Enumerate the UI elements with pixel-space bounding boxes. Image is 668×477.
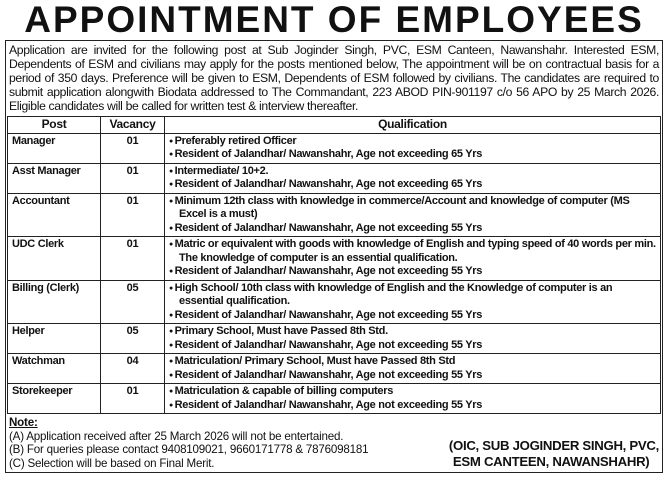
post-cell: Storekeeper [7,383,101,414]
qualification-item: Matriculation & capable of billing compu… [169,385,656,399]
header-vacancy: Vacancy [100,116,165,134]
qualification-cell: Preferably retired OfficerResident of Ja… [164,132,661,164]
qualification-item: Intermediate/ 10+2. [169,165,656,179]
qualification-item: Minimum 12th class with knowledge in com… [169,195,656,222]
qualification-item: Resident of Jalandhar/ Nawanshahr, Age n… [169,369,656,383]
note-item: (A) Application received after 25 March … [9,429,344,443]
post-cell: UDC Clerk [7,236,101,281]
post-cell: Asst Manager [7,162,101,194]
qualification-item: Preferably retired Officer [169,135,656,149]
vacancy-cell: 05 [100,279,165,324]
qualification-cell: Matriculation & capable of billing compu… [164,383,661,414]
post-cell: Watchman [7,353,101,384]
qualification-item: High School/ 10th class with knowledge o… [169,282,656,309]
qualification-item: Matric or equivalent with goods with kno… [169,238,657,265]
signature-line: ESM CANTEEN, NAWANSHAHR) [452,454,650,469]
signature-line: (OIC, SUB JOGINDER SINGH, PVC, [448,438,659,453]
vacancy-cell: 01 [100,162,165,194]
qualification-item: Resident of Jalandhar/ Nawanshahr, Age n… [169,309,656,323]
note-item: (B) For queries please contact 940810902… [9,443,369,456]
qualification-cell: Minimum 12th class with knowledge in com… [164,192,661,237]
qualification-item: Matriculation/ Primary School, Must have… [169,355,656,369]
qualification-item: Resident of Jalandhar/ Nawanshahr, Age n… [169,148,656,162]
qualification-cell: High School/ 10th class with knowledge o… [164,279,661,324]
qualification-cell: Matric or equivalent with goods with kno… [164,236,661,281]
qualification-item: Resident of Jalandhar/ Nawanshahr, Age n… [169,265,656,279]
table-row: Accountant01Minimum 12th class with know… [7,192,661,237]
vacancy-cell: 01 [100,383,165,414]
vacancy-cell: 05 [100,323,165,354]
vacancy-cell: 01 [100,132,165,164]
qualification-cell: Matriculation/ Primary School, Must have… [164,353,661,384]
footer: Note: (A) Application received after 25 … [7,416,661,470]
table-header-row: Post Vacancy Qualification [7,116,661,134]
table-row: UDC Clerk01Matric or equivalent with goo… [7,236,661,281]
vacancy-cell: 01 [100,236,165,281]
post-cell: Manager [7,132,101,164]
qualification-item: Resident of Jalandhar/ Nawanshahr, Age n… [169,222,656,236]
post-cell: Accountant [7,192,101,237]
qualification-cell: Intermediate/ 10+2.Resident of Jalandhar… [164,162,661,194]
header-qualification: Qualification [164,116,661,134]
note-heading: Note: [9,416,38,429]
note-section: Note: (A) Application received after 25 … [9,416,369,470]
qualification-cell: Primary School, Must have Passed 8th Std… [164,323,661,354]
vacancy-cell: 04 [100,353,165,384]
vacancy-table: Post Vacancy Qualification Manager01Pref… [7,116,661,414]
qualification-item: Resident of Jalandhar/ Nawanshahr, Age n… [169,399,656,413]
post-cell: Helper [7,323,101,354]
intro-paragraph: Application are invited for the followin… [9,43,659,113]
qualification-item: Primary School, Must have Passed 8th Std… [169,325,656,339]
qualification-item: Resident of Jalandhar/ Nawanshahr, Age n… [169,339,656,353]
table-row: Billing (Clerk)05High School/ 10th class… [7,279,661,324]
header-post: Post [7,116,101,134]
page-title: APPOINTMENT OF EMPLOYEES [24,0,644,40]
note-item: (C) Selection will be based on Final Mer… [9,456,215,470]
vacancy-cell: 01 [100,192,165,237]
table-row: Manager01Preferably retired OfficerResid… [7,132,661,164]
table-row: Asst Manager01Intermediate/ 10+2.Residen… [7,162,661,194]
post-cell: Billing (Clerk) [7,279,101,324]
ad-border: Application are invited for the followin… [5,40,663,473]
qualification-item: Resident of Jalandhar/ Nawanshahr, Age n… [169,178,656,192]
